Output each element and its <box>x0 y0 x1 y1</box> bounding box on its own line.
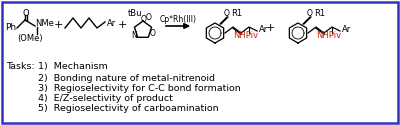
Text: NHPiv: NHPiv <box>234 32 258 40</box>
Text: +: + <box>265 23 275 33</box>
Text: NHPiv: NHPiv <box>316 32 342 40</box>
Text: 2)  Bonding nature of metal-nitrenoid: 2) Bonding nature of metal-nitrenoid <box>38 74 215 83</box>
Text: 3)  Regioselectivity for C-C bond formation: 3) Regioselectivity for C-C bond formati… <box>38 84 241 93</box>
Text: 4)  E/Z-selectivity of product: 4) E/Z-selectivity of product <box>38 94 173 103</box>
Text: 5)  Regioselectivity of carboamination: 5) Regioselectivity of carboamination <box>38 104 219 113</box>
Text: (OMe): (OMe) <box>17 34 43 42</box>
Text: O: O <box>23 8 29 18</box>
Text: R1: R1 <box>314 10 325 18</box>
Text: O: O <box>150 28 156 38</box>
Text: R1: R1 <box>231 10 242 18</box>
Text: NMe: NMe <box>35 20 54 28</box>
Text: Ar: Ar <box>259 26 268 35</box>
Text: O: O <box>146 12 152 22</box>
Text: Cp*Rh(III): Cp*Rh(III) <box>160 16 196 24</box>
Text: O: O <box>307 10 313 18</box>
Text: Ar: Ar <box>107 20 116 28</box>
Text: Ar: Ar <box>342 26 351 35</box>
Text: Ph: Ph <box>5 24 16 32</box>
Text: Tasks:: Tasks: <box>6 62 35 71</box>
Text: tBu: tBu <box>128 10 142 18</box>
Text: +: + <box>53 20 63 30</box>
Text: N: N <box>131 30 137 40</box>
Text: O: O <box>224 10 230 18</box>
Text: 1)  Mechanism: 1) Mechanism <box>38 62 108 71</box>
Text: +: + <box>117 20 127 30</box>
Text: O: O <box>141 16 147 24</box>
